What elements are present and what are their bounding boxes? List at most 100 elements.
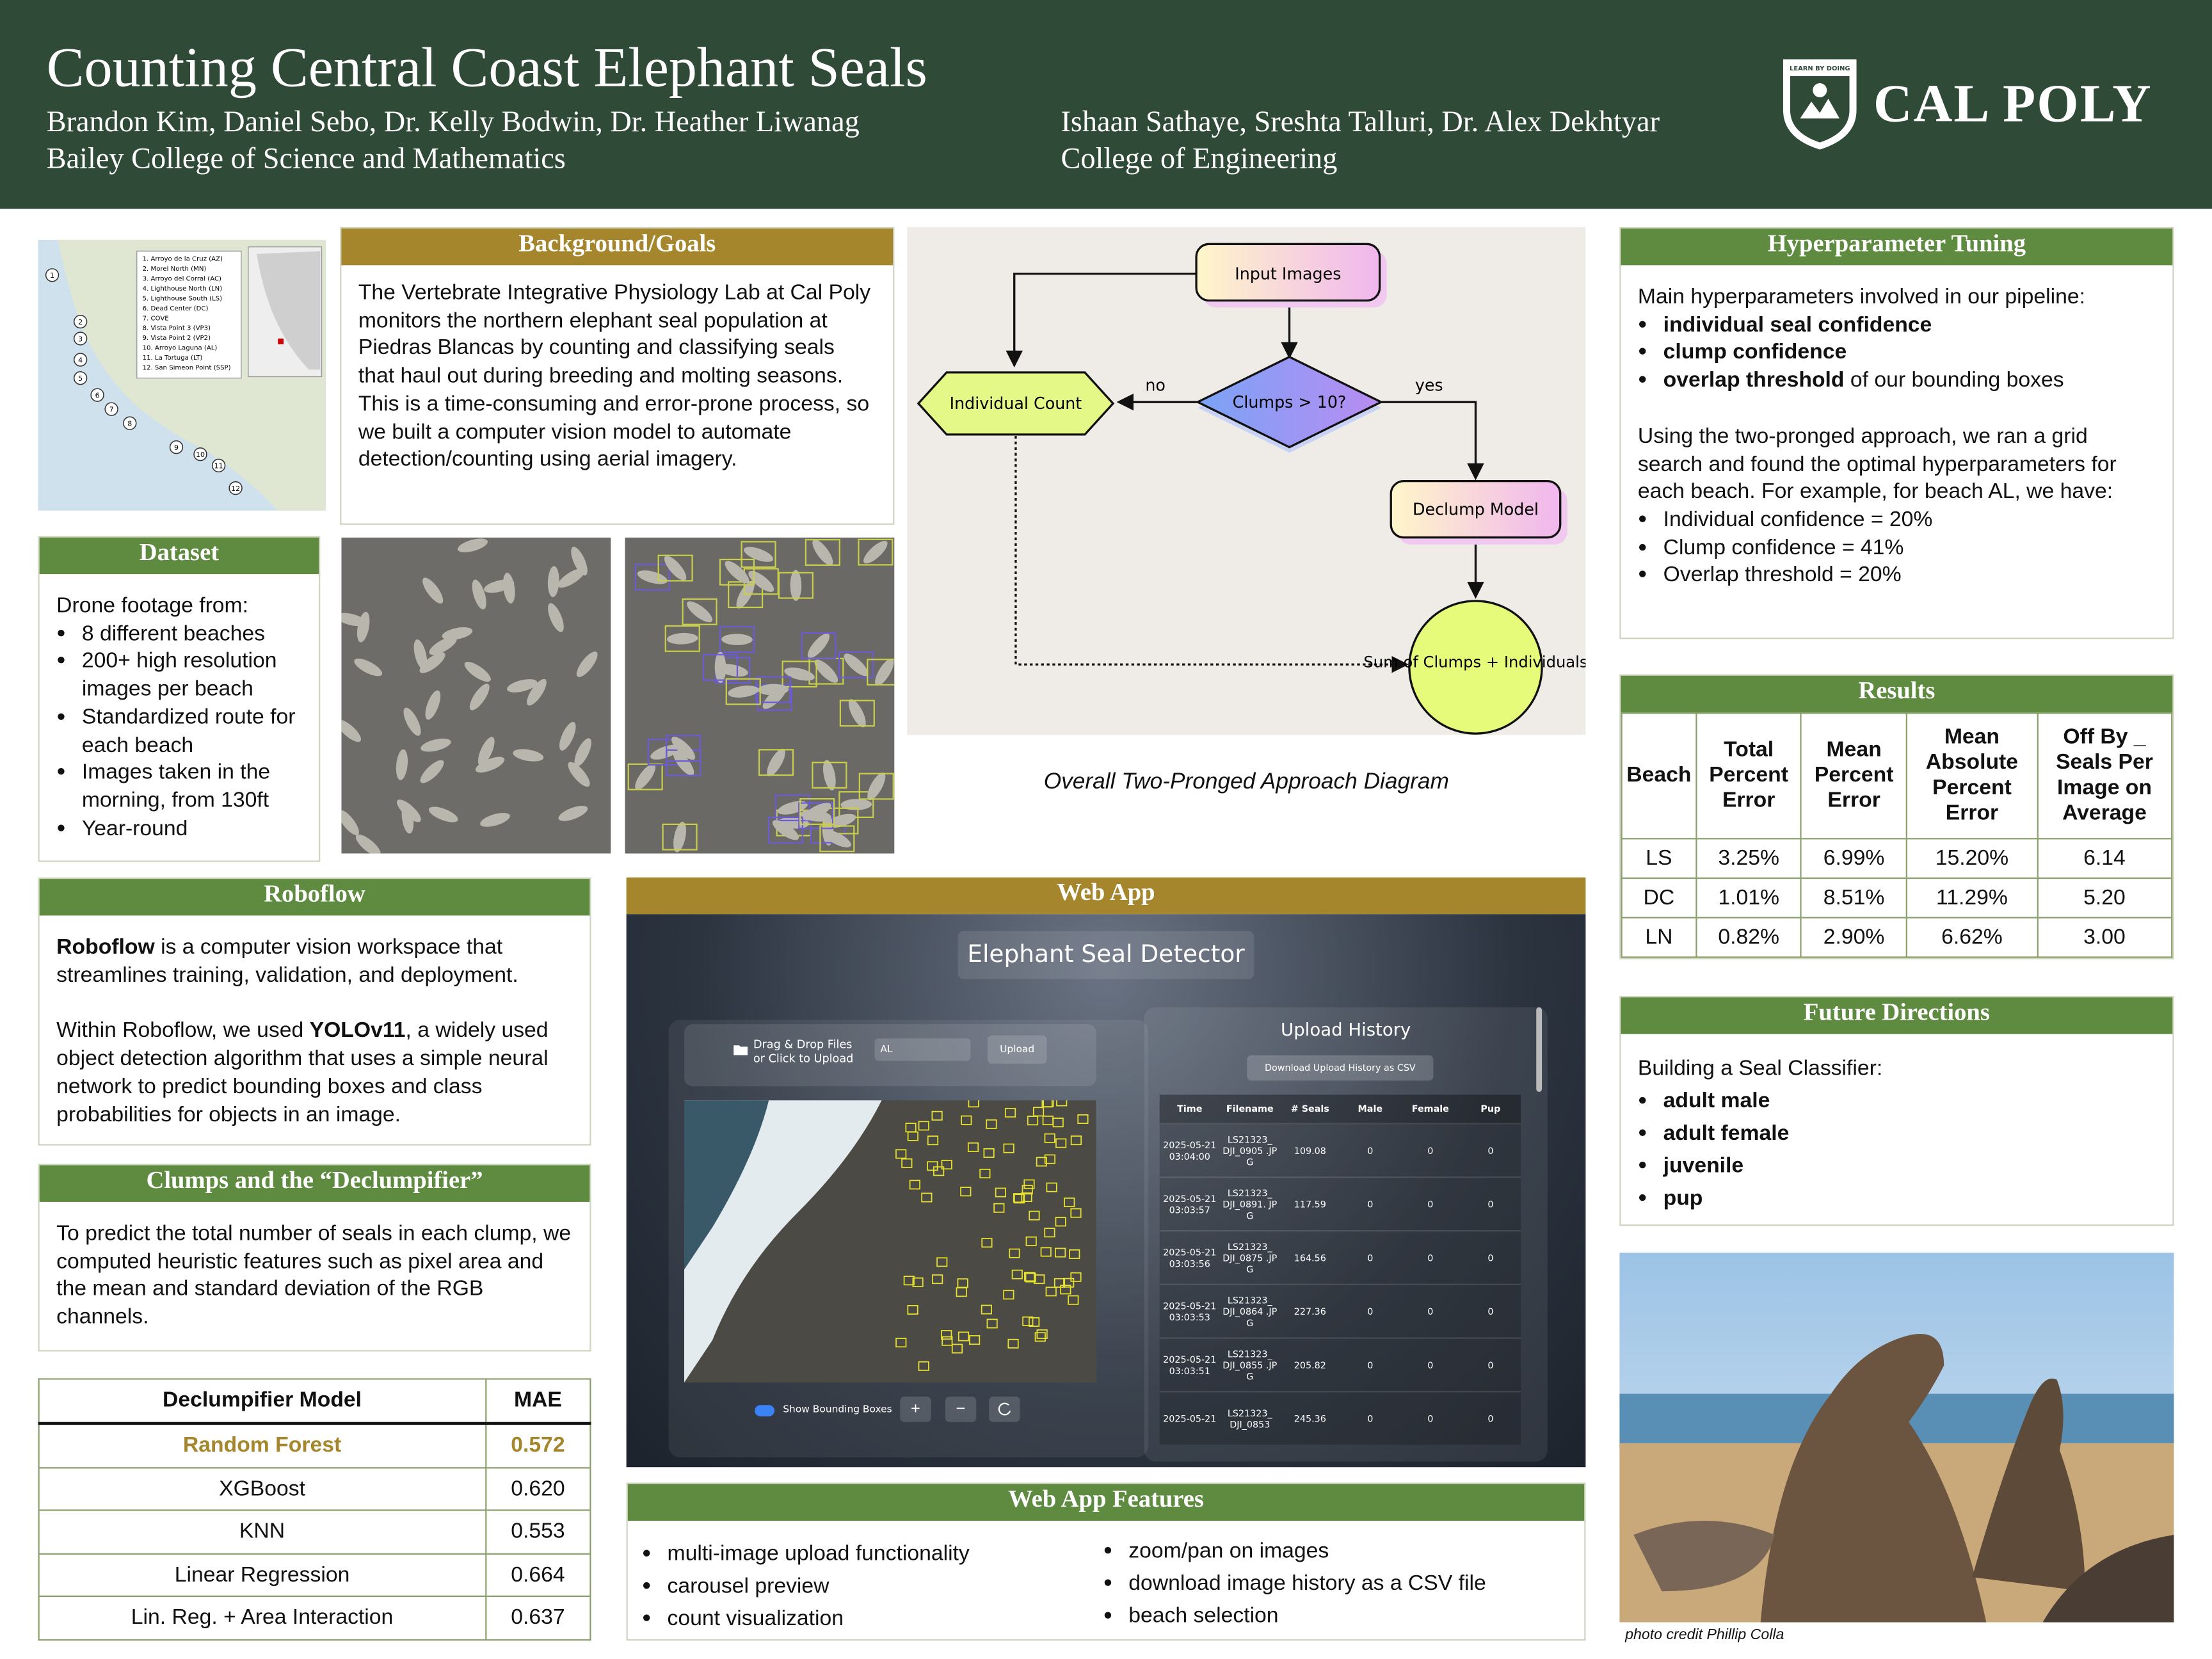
table-cell: 0.664 <box>485 1553 591 1598</box>
detection-box <box>1034 1332 1046 1342</box>
seal <box>469 684 490 710</box>
zoom-out-button[interactable]: − <box>945 1397 977 1422</box>
seal <box>396 749 408 780</box>
detection-box <box>1063 1278 1075 1288</box>
download-button[interactable]: Download Upload History as CSV <box>1247 1055 1434 1081</box>
seal <box>772 820 799 840</box>
table-cell: 164.56 <box>1279 1230 1340 1285</box>
column-header: Mean Absolute Percent Error <box>1905 712 2038 840</box>
table-cell: 109.08 <box>1279 1123 1340 1178</box>
seal <box>744 547 774 562</box>
detection-box <box>927 1161 938 1171</box>
seal <box>396 799 421 822</box>
table-cell: 0 <box>1400 1283 1461 1338</box>
bullet-item: Overlap threshold = 20% <box>1638 562 2156 589</box>
detection-box <box>1046 1182 1057 1192</box>
table-row: 2025-05-21 03:03:51 LS21323_ DJI_0855 .JP… <box>1159 1337 1521 1392</box>
seal <box>559 721 576 751</box>
map-marker-label: 3 <box>78 335 83 343</box>
detection-box <box>1007 1338 1019 1349</box>
detection-box <box>1003 1143 1014 1153</box>
section-text: To predict the total number of seals in … <box>56 1221 572 1329</box>
table-cell: Lin. Reg. + Area Interaction <box>38 1596 486 1641</box>
detection-box <box>1027 1116 1039 1126</box>
map-legend-item: 7. COVE <box>143 315 169 322</box>
table-row: Linear Regression 0.664 <box>38 1553 591 1598</box>
table-row: Random Forest 0.572 <box>38 1422 591 1468</box>
beach-select[interactable]: AL <box>874 1038 971 1061</box>
seal <box>547 566 559 597</box>
reset-button[interactable] <box>989 1397 1020 1422</box>
bullet-item: beach selection <box>1103 1599 1486 1632</box>
bullet-text: juvenile <box>1663 1153 1744 1178</box>
background-section: Background/Goals The Vertebrate Integrat… <box>340 227 895 525</box>
detection-box <box>1034 1274 1045 1285</box>
detection-box <box>993 1203 1005 1213</box>
aerial-photo-detections <box>625 537 895 854</box>
toggle[interactable] <box>755 1405 775 1416</box>
seal <box>341 719 362 742</box>
table-cell: 0.572 <box>485 1422 591 1468</box>
bullet-item: Year-round <box>56 815 302 842</box>
bullet-item: juvenile <box>1638 1150 2156 1182</box>
features-section: Web App Features multi-image upload func… <box>626 1482 1586 1641</box>
column-header: Pup <box>1460 1094 1521 1124</box>
detection-box <box>819 825 855 853</box>
seal <box>557 568 585 588</box>
detection-box <box>767 816 804 844</box>
seal <box>354 658 383 677</box>
detection-box <box>981 1304 992 1315</box>
results-section: Results Beach Total Percent Error Mean Per… <box>1619 674 2174 959</box>
detection-box <box>1029 1210 1040 1221</box>
detection-box <box>858 773 894 800</box>
detection-box <box>774 794 810 822</box>
seal <box>664 556 687 581</box>
seal <box>725 561 749 584</box>
detection-box <box>858 538 894 566</box>
table-cell: 2025-05-21 03:04:00 <box>1159 1123 1220 1178</box>
seal <box>673 749 694 776</box>
table-row: 2025-05-21 03:03:53 LS21323_ DJI_0864 .JP… <box>1159 1283 1521 1338</box>
seal <box>822 830 851 847</box>
bullet-item: Images taken in the morning, from 130ft <box>56 759 302 815</box>
table-header: Time Filename # Seals Male Female Pup <box>1159 1094 1521 1124</box>
column-header: Declumpifier Model <box>38 1378 486 1425</box>
seal <box>568 762 590 787</box>
section-text: Drone footage from: <box>56 593 249 618</box>
folder-icon <box>733 1045 748 1055</box>
map: 1. Arroyo de la Cruz (AZ) 2. Morel North … <box>38 239 326 511</box>
table-row: KNN 0.553 <box>38 1510 591 1555</box>
detection-box <box>1036 1157 1047 1167</box>
table-cell: XGBoost <box>38 1466 486 1512</box>
declumpifier-table: Declumpifier Model MAE Random Forest 0.572 X… <box>38 1378 591 1641</box>
detection-box <box>1013 1193 1025 1203</box>
seal <box>513 749 544 762</box>
hyperparameter-section: Hyperparameter Tuning Main hyperparamete… <box>1619 227 2174 639</box>
detection-box <box>1070 1135 1082 1146</box>
node-label: Input Images <box>1235 264 1341 283</box>
detection-box <box>967 1142 979 1152</box>
affiliation: College of Engineering <box>1061 141 1338 175</box>
detection-box <box>903 1276 915 1286</box>
future-section: Future Directions Building a Seal Classi… <box>1619 996 2174 1226</box>
detection-box <box>960 1187 972 1197</box>
detection-box <box>1044 1228 1055 1238</box>
upload-button[interactable]: Upload <box>987 1035 1047 1064</box>
detection-box <box>664 625 700 652</box>
detection-box <box>941 1330 952 1340</box>
map-marker <box>193 447 207 461</box>
section-text: The Vertebrate Integrative Physiology La… <box>358 280 871 472</box>
detection-box <box>741 541 776 568</box>
bullet-item: clump confidence <box>1638 339 2156 367</box>
map-marker <box>45 268 60 282</box>
paragraph-text: , a widely used object detection algorit… <box>56 1019 549 1126</box>
detection-box <box>968 1335 981 1345</box>
section-heading: Results <box>1621 675 2173 713</box>
detection-box <box>781 661 817 688</box>
detection-box <box>931 1110 943 1121</box>
table-cell: 15.20% <box>1905 838 2038 879</box>
dropzone[interactable] <box>684 1024 1096 1087</box>
zoom-in-button[interactable]: + <box>900 1397 931 1422</box>
detection-box <box>1044 1154 1055 1164</box>
seal <box>840 799 872 810</box>
